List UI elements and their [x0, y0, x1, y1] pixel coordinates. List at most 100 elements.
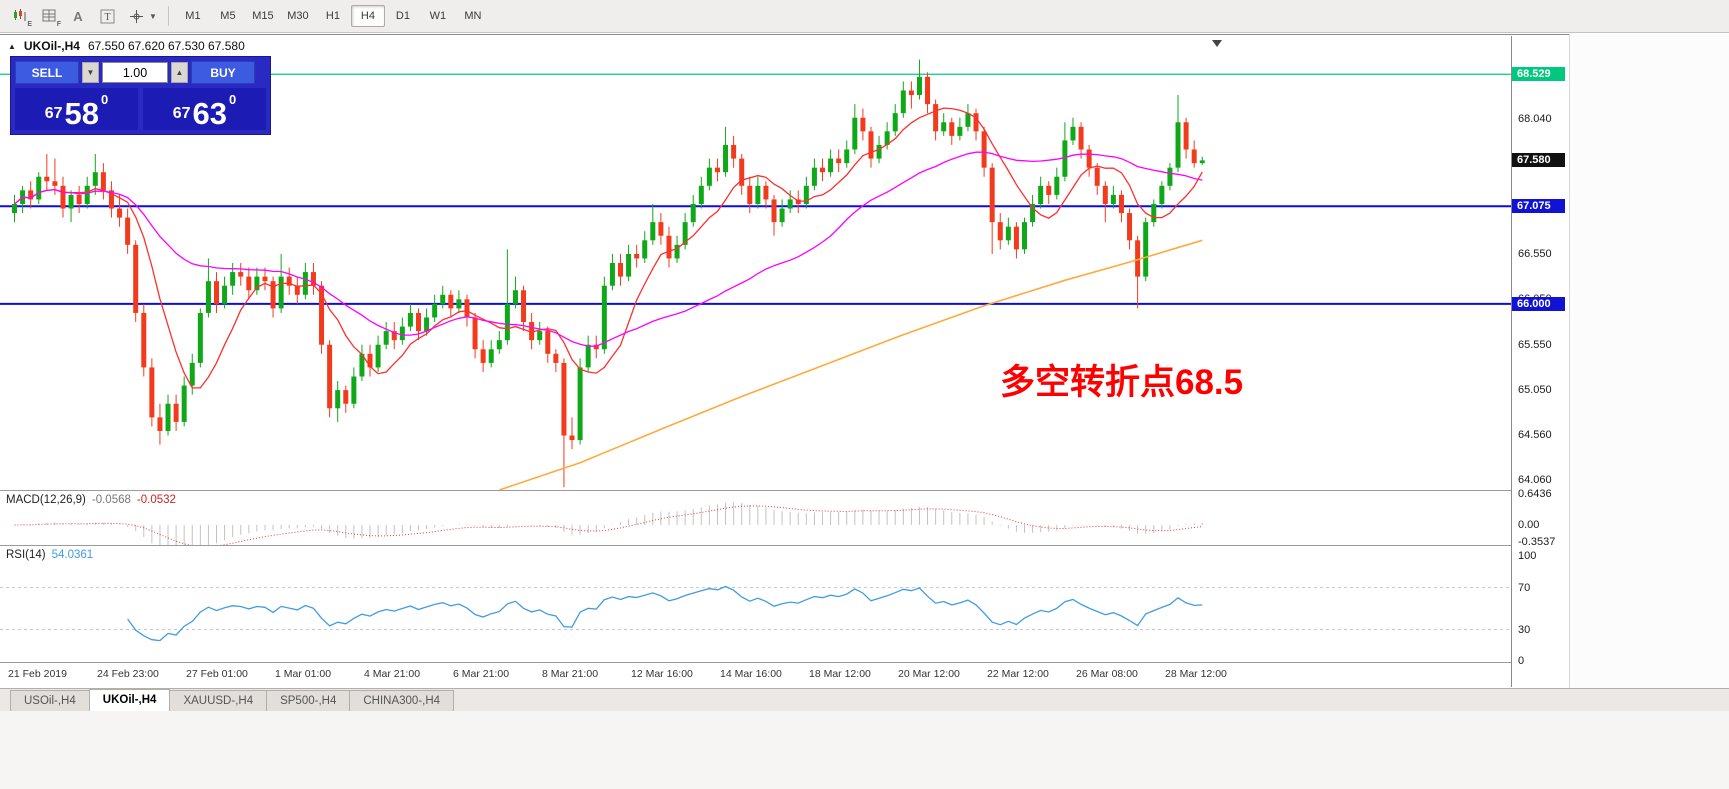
- buy-price-base: 67: [172, 105, 191, 122]
- macd-name: MACD(12,26,9): [6, 494, 86, 506]
- macd-axis-label: -0.3537: [1518, 536, 1556, 548]
- price-axis[interactable]: 68.04066.55066.05065.55065.05064.56064.0…: [1511, 36, 1569, 687]
- macd-indicator-panel[interactable]: MACD(12,26,9) -0.0568 -0.0532: [0, 491, 1511, 545]
- time-axis-label: 24 Feb 23:00: [97, 668, 159, 680]
- chart-tab-bar: USOil-,H4 UKOil-,H4 XAUUSD-,H4 SP500-,H4 CHI…: [0, 688, 1729, 711]
- rsi-chart[interactable]: [0, 546, 1511, 662]
- icon-subletter-e: E: [27, 21, 32, 28]
- timeframe-button-m5[interactable]: M5: [220, 10, 236, 22]
- crosshair-tool-icon[interactable]: [122, 3, 150, 29]
- chart-bars-icon: [14, 9, 26, 21]
- toolbar-separator: [167, 6, 169, 26]
- crosshair-icon: [129, 9, 143, 23]
- rsi-indicator-panel[interactable]: RSI(14) 54.0361: [0, 546, 1511, 662]
- chart-tab-sp500h4[interactable]: SP500-,H4: [266, 690, 351, 711]
- macd-axis-label: 0.00: [1518, 518, 1540, 531]
- timeframe-button-h1[interactable]: H1: [325, 10, 340, 22]
- price-chart-panel[interactable]: ▲ UKOil-,H4 67.550 67.620 67.530 67.580 …: [0, 36, 1511, 490]
- buy-price-display[interactable]: 67 63 0: [143, 88, 266, 130]
- buy-price-big: 63: [192, 95, 228, 131]
- price-axis-label: 68.040: [1518, 112, 1552, 125]
- timeframe-button-w1[interactable]: W1: [429, 10, 447, 22]
- timeframe-button-m1[interactable]: M1: [185, 10, 201, 22]
- price-badge: 67.075: [1512, 199, 1565, 214]
- candlestick-chart[interactable]: [0, 36, 1511, 490]
- macd-signal-value: -0.0532: [136, 494, 176, 506]
- rsi-value: 54.0361: [51, 549, 94, 561]
- sell-price-sup: 0: [101, 92, 109, 107]
- time-axis-label: 28 Mar 12:00: [1165, 668, 1227, 680]
- order-prices-row: 67 58 0 67 63 0: [15, 88, 266, 130]
- price-axis-label: 65.050: [1518, 384, 1552, 397]
- data-grid-icon[interactable]: F: [35, 3, 63, 29]
- cursor-dropdown-arrow-icon[interactable]: ▼: [149, 11, 157, 21]
- order-controls-row: SELL ▼ ▲ BUY: [15, 61, 266, 84]
- time-axis-label: 8 Mar 21:00: [542, 668, 599, 680]
- time-axis-label: 26 Mar 08:00: [1076, 668, 1138, 680]
- chart-collapse-icon[interactable]: ▲: [8, 41, 16, 51]
- macd-chart[interactable]: [0, 491, 1511, 545]
- lot-decrease-button[interactable]: ▼: [82, 62, 99, 83]
- text-label-tool-icon[interactable]: T: [93, 3, 121, 29]
- font-tool-icon[interactable]: A: [73, 8, 83, 24]
- sell-price-big: 58: [64, 95, 100, 131]
- time-axis-label: 14 Mar 16:00: [720, 668, 782, 680]
- sell-price-base: 67: [44, 105, 63, 122]
- right-filler-area: [1569, 34, 1729, 688]
- text-box-icon: T: [100, 9, 114, 23]
- svg-text:T: T: [104, 12, 110, 23]
- time-axis-label: 18 Mar 12:00: [809, 668, 871, 680]
- price-badge: 67.580: [1512, 153, 1565, 168]
- time-axis-label: 12 Mar 16:00: [631, 668, 693, 680]
- price-axis-label: 66.550: [1518, 247, 1552, 260]
- macd-value: -0.0568: [91, 494, 131, 506]
- price-badge: 66.000: [1512, 296, 1565, 311]
- timeframe-button-m15[interactable]: M15: [252, 10, 274, 22]
- chart-tab-usoilh4[interactable]: USOil-,H4: [10, 690, 90, 711]
- moving-average-line: [14, 107, 1203, 389]
- panel-separator: [0, 662, 1569, 663]
- chart-annotation-text: 多空转折点68.5: [1000, 363, 1244, 402]
- time-axis[interactable]: 21 Feb 2019 24 Feb 23:00 27 Feb 01:00 1 Mar…: [0, 663, 1511, 687]
- rsi-axis-label: 100: [1518, 550, 1537, 562]
- timeframe-button-group: M1 M5 M15 M30 H1 H4 D1 W1 MN: [176, 5, 490, 27]
- sell-price-display[interactable]: 67 58 0: [15, 88, 138, 130]
- chart-tab-china300h4[interactable]: CHINA300-,H4: [349, 690, 455, 711]
- chart-tab-xauusdh4[interactable]: XAUUSD-,H4: [169, 690, 268, 711]
- chart-tab-ukoilh4[interactable]: UKOil-,H4: [88, 689, 171, 711]
- price-axis-label: 64.560: [1518, 428, 1552, 441]
- long-ma-line: [499, 239, 1203, 490]
- lot-increase-button[interactable]: ▲: [171, 62, 188, 83]
- rsi-line: [127, 585, 1203, 642]
- time-axis-label: 27 Feb 01:00: [186, 668, 248, 680]
- chart-shift-marker-icon[interactable]: [1212, 40, 1222, 47]
- time-axis-label: 22 Mar 12:00: [987, 668, 1049, 680]
- time-axis-label: 20 Mar 12:00: [898, 668, 960, 680]
- buy-price-sup: 0: [229, 92, 237, 107]
- time-axis-label: 21 Feb 2019: [8, 668, 67, 680]
- price-axis-label: 64.060: [1518, 474, 1552, 486]
- grid-icon: [42, 9, 55, 21]
- price-badge: 68.529: [1512, 67, 1565, 82]
- chart-ohlc-values: 67.550 67.620 67.530 67.580: [87, 39, 245, 53]
- panel-separator[interactable]: [0, 545, 1569, 546]
- chart-title: ▲ UKOil-,H4 67.550 67.620 67.530 67.580: [8, 39, 245, 53]
- lot-size-input[interactable]: [102, 62, 168, 83]
- timeframe-button-h4[interactable]: H4: [350, 5, 385, 27]
- candles-group: [12, 59, 1205, 488]
- rsi-name: RSI(14): [6, 549, 46, 561]
- timeframe-button-d1[interactable]: D1: [395, 10, 410, 22]
- chart-bars-icon[interactable]: E: [6, 3, 34, 29]
- buy-button[interactable]: BUY: [191, 61, 255, 84]
- timeframe-button-m30[interactable]: M30: [287, 10, 309, 22]
- rsi-axis-label: 0: [1518, 655, 1525, 667]
- time-axis-label: 4 Mar 21:00: [364, 668, 421, 680]
- panel-separator[interactable]: [0, 490, 1569, 491]
- macd-signal-line: [14, 505, 1203, 545]
- sell-button[interactable]: SELL: [15, 61, 79, 84]
- timeframe-button-mn[interactable]: MN: [464, 10, 482, 22]
- price-axis-label: 65.550: [1518, 338, 1552, 351]
- rsi-axis-label: 30: [1518, 623, 1531, 636]
